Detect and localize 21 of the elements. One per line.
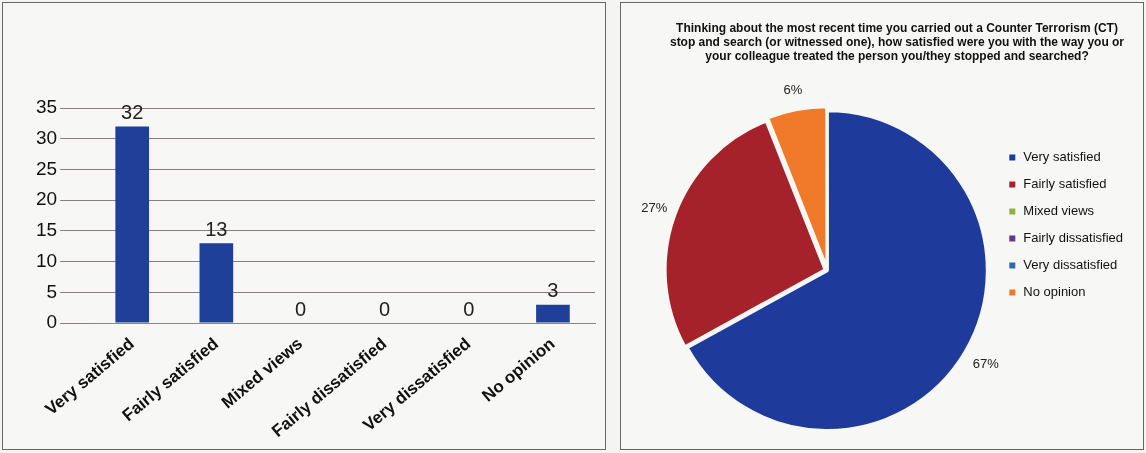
data-label: 0 bbox=[379, 297, 391, 320]
y-tick-label: 20 bbox=[35, 188, 58, 210]
data-label: 67% bbox=[972, 355, 1000, 371]
y-tick-label: 30 bbox=[35, 126, 58, 148]
y-tick-label: 0 bbox=[46, 311, 58, 333]
data-label: 6% bbox=[783, 81, 803, 97]
data-label: 0 bbox=[463, 297, 475, 320]
data-label: 0 bbox=[294, 297, 307, 320]
y-tick-label: 10 bbox=[35, 249, 58, 271]
chart-title: Thinking about the most recent time you carried out a Counter Terrorism (CT) stop and search (or witnessed one), how satisfied were you with the way you or your colleague treated the person you/they stopped and searched? bbox=[669, 20, 1125, 64]
legend-label: Mixed views bbox=[1023, 203, 1095, 219]
data-label: 27% bbox=[641, 199, 668, 215]
y-tick-label: 5 bbox=[46, 280, 58, 302]
legend-label: Very dissatisfied bbox=[1023, 257, 1118, 273]
legend-label: Fairly dissatisfied bbox=[1023, 230, 1124, 246]
legend-label: No opinion bbox=[1023, 284, 1086, 300]
legend-label: Very satisfied bbox=[1023, 149, 1101, 165]
legend-label: Fairly satisfied bbox=[1023, 176, 1107, 192]
y-tick-label: 15 bbox=[35, 219, 58, 241]
y-tick-label: 35 bbox=[35, 96, 58, 118]
y-tick-label: 25 bbox=[35, 157, 58, 179]
